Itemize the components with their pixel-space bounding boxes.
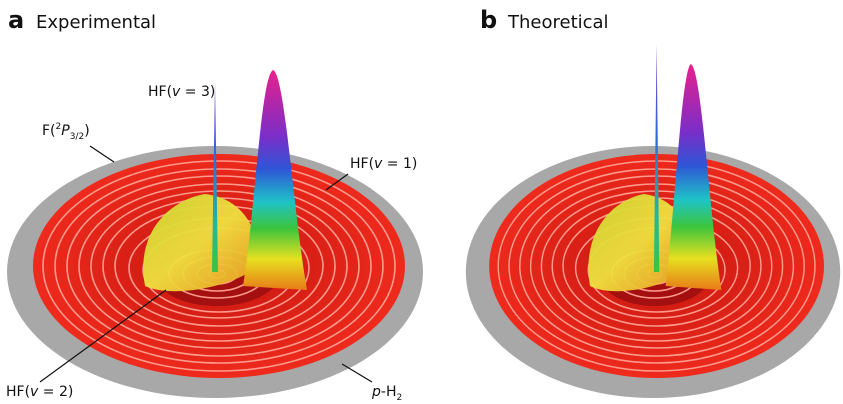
panel-title: Theoretical (507, 12, 609, 33)
surface-plot (7, 70, 423, 398)
figure: a Experimental HF(v = 3) F(2P3/2) HF(v =… (0, 0, 843, 404)
label: HF(v = 1) (350, 156, 417, 172)
leader-line (90, 146, 114, 162)
leader-line (342, 364, 372, 382)
label: HF(v = 3) (148, 84, 215, 100)
panel-a: a Experimental HF(v = 3) F(2P3/2) HF(v =… (6, 6, 423, 403)
label: HF(v = 2) (6, 384, 73, 400)
label: p-H2 (371, 384, 402, 403)
panel-title: Experimental (36, 12, 156, 33)
panel-b: b Theoretical (466, 6, 840, 398)
panel-letter: b (480, 6, 497, 34)
label: F(2P3/2) (42, 122, 90, 142)
surface-plot (466, 44, 840, 398)
panel-letter: a (8, 6, 24, 34)
